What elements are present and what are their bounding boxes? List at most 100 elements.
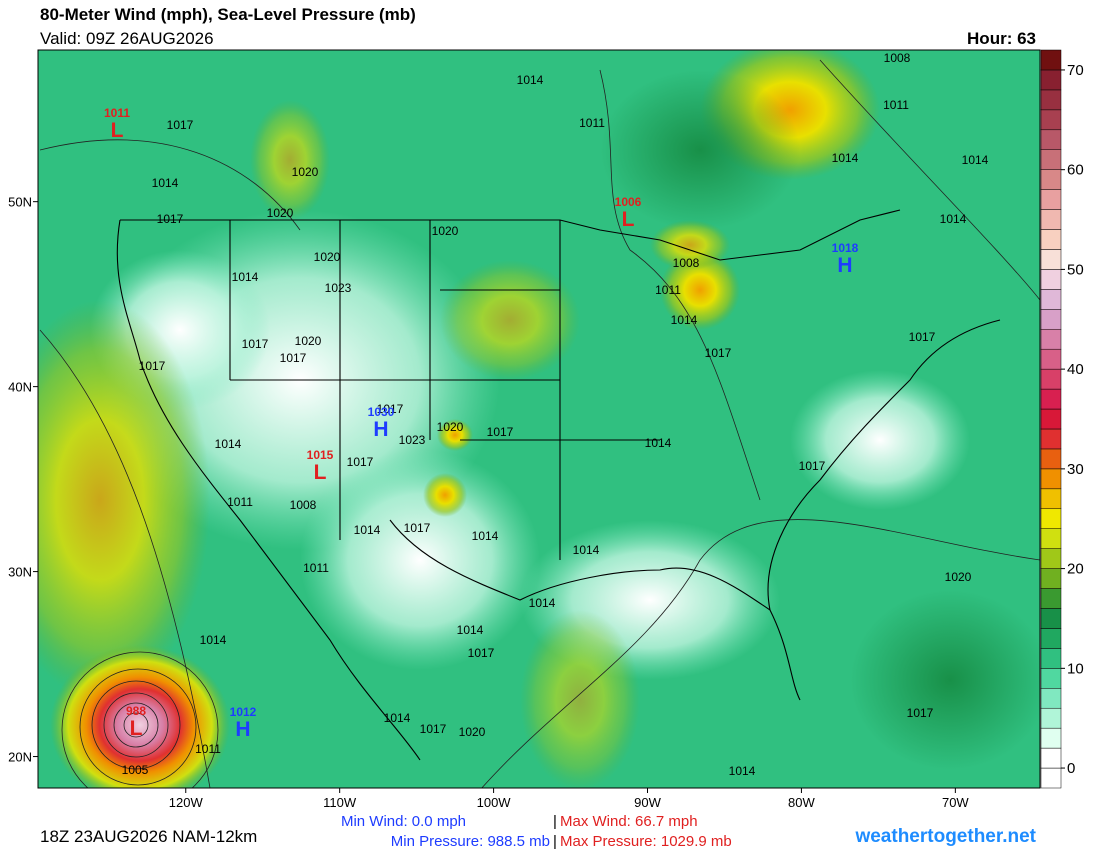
center-pressure: 1015 [307, 448, 334, 462]
colorbar-label: 60 [1067, 162, 1084, 179]
colorbar-bin [1040, 548, 1062, 569]
isobar-label: 1011 [227, 495, 253, 509]
center-letter: L [622, 208, 635, 231]
center-letter: H [373, 418, 388, 441]
isobar-label: 1008 [673, 256, 700, 270]
colorbar-bin [1040, 608, 1062, 629]
isobar-label: 1017 [799, 459, 826, 473]
model-run: 18Z 23AUG2026 NAM-12km [40, 827, 257, 846]
y-tick-label: 30N [8, 565, 32, 580]
colorbar-bin [1040, 648, 1062, 669]
center-pressure: 1006 [615, 195, 642, 209]
colorbar-bin [1040, 568, 1062, 589]
colorbar-bin [1040, 628, 1062, 649]
colorbar-bin [1040, 488, 1062, 510]
isobar-label: 1020 [459, 725, 486, 739]
colorbar-bin [1040, 149, 1062, 170]
isobar-label: 1017 [377, 402, 404, 416]
boundaries [116, 209, 1001, 761]
center-pressure: 1030 [368, 405, 395, 419]
isobar-label: 1008 [290, 498, 317, 512]
isobar-label: 1014 [573, 543, 600, 557]
colorbar-bin [1040, 747, 1062, 769]
isobar-label: 1017 [167, 118, 194, 132]
center-pressure: 1011 [104, 106, 130, 120]
max-wind: Max Wind: 66.7 mph [560, 813, 698, 830]
colorbar-bin [1040, 767, 1062, 789]
isobar-label: 1014 [645, 436, 672, 450]
center-letter: L [130, 717, 143, 740]
isobar-label: 1011 [195, 742, 221, 756]
colorbar-bin [1040, 688, 1062, 709]
isobar-label: 1014 [517, 73, 544, 87]
colorbar-bin [1040, 588, 1062, 609]
x-tick-label: 120W [169, 795, 204, 810]
isobar-label: 1014 [215, 437, 242, 451]
wind-field [38, 50, 1040, 788]
isobar-label: 1023 [399, 433, 426, 447]
colorbar-bin [1040, 408, 1062, 430]
colorbar-bin [1040, 189, 1062, 210]
map-frame [37, 49, 1041, 789]
colorbar-label: 30 [1067, 461, 1084, 478]
colorbar-bin [1040, 707, 1062, 729]
y-tick-label: 20N [8, 750, 32, 765]
y-tick-label: 50N [8, 195, 32, 210]
colorbar-bin [1040, 229, 1062, 250]
center-letter: H [837, 254, 852, 277]
colorbar-label: 20 [1067, 561, 1084, 578]
isobars [39, 59, 1040, 788]
colorbar-bin [1040, 668, 1062, 689]
isobar-label: 1017 [705, 346, 732, 360]
isobar-label: 1017 [487, 425, 514, 439]
site-credit[interactable]: weathertogether.net [854, 826, 1036, 847]
isobar-label: 1011 [883, 98, 909, 112]
colorbar-label: 70 [1067, 62, 1084, 79]
center-pressure: 1012 [230, 705, 257, 719]
colorbar-bin [1040, 49, 1062, 71]
colorbar-label: 40 [1067, 361, 1084, 378]
colorbar-bin [1040, 328, 1062, 350]
isobar-label: 1011 [303, 561, 329, 575]
isobar-label: 1014 [529, 596, 556, 610]
isobar-label: 1014 [962, 153, 989, 167]
colorbar-bin [1040, 169, 1062, 190]
max-pressure: Max Pressure: 1029.9 mb [560, 833, 732, 850]
colorbar-bin [1040, 508, 1062, 529]
isobar-label: 1020 [945, 570, 972, 584]
colorbar-bin [1040, 209, 1062, 230]
colorbar-bin [1040, 448, 1062, 470]
center-letter: H [235, 718, 250, 741]
isobar-label: 1017 [907, 706, 934, 720]
colorbar-label: 10 [1067, 660, 1084, 677]
colorbar-bin [1040, 528, 1062, 549]
isobar-label: 1014 [152, 176, 179, 190]
isobar-label: 1020 [314, 250, 341, 264]
colorbar-bin [1040, 348, 1062, 370]
isobar-label: 1017 [909, 330, 936, 344]
isobar-label: 1023 [325, 281, 352, 295]
x-tick-label: 100W [477, 795, 512, 810]
separator: | [553, 813, 557, 830]
colorbar-bin [1040, 289, 1062, 310]
isobar-label: 1017 [468, 646, 495, 660]
isobar-label: 1017 [157, 212, 184, 226]
colorbar-bin [1040, 69, 1062, 91]
isobar-label: 1014 [232, 270, 259, 284]
isobar-label: 1020 [437, 420, 464, 434]
colorbar-bin [1040, 249, 1062, 270]
center-letter: L [111, 119, 124, 142]
colorbar-bin [1040, 269, 1062, 290]
center-pressure: 988 [126, 704, 146, 718]
y-tick-label: 40N [8, 380, 32, 395]
isobar-label: 1017 [404, 521, 431, 535]
title: 80-Meter Wind (mph), Sea-Level Pressure … [40, 5, 416, 24]
isobar-label: 1017 [242, 337, 269, 351]
x-tick-label: 80W [788, 795, 815, 810]
x-tick-label: 90W [634, 795, 661, 810]
forecast-hour: Hour: 63 [967, 29, 1036, 48]
min-wind: Min Wind: 0.0 mph [341, 813, 466, 830]
isobar-label: 1017 [420, 722, 447, 736]
